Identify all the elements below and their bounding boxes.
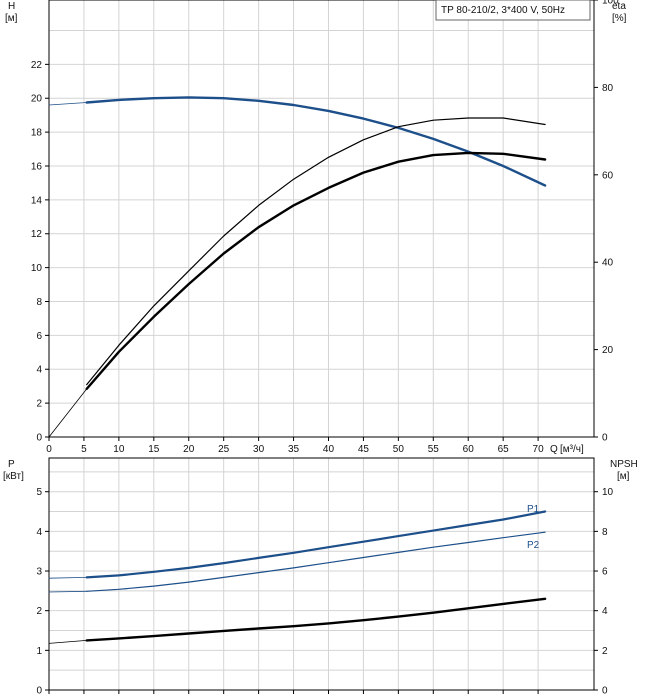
y2-tick-label-p1-2: 40 bbox=[602, 258, 614, 269]
x-tick-label-4: 20 bbox=[183, 444, 195, 455]
y-tick-label-p2-1: 1 bbox=[36, 646, 42, 657]
bottom-panel-series bbox=[48, 510, 547, 644]
y-tick-label-p1-11: 22 bbox=[31, 60, 43, 71]
x-tick-label-0: 0 bbox=[46, 444, 52, 455]
x-tick-label-8: 40 bbox=[323, 444, 335, 455]
y-tick-label-p1-5: 10 bbox=[31, 263, 43, 274]
y-tick-label-p1-9: 18 bbox=[31, 128, 43, 139]
x-tick-label-13: 65 bbox=[498, 444, 510, 455]
series-p2-p-ext-1 bbox=[48, 577, 88, 579]
y2-tick-label-p1-0: 0 bbox=[602, 433, 608, 444]
title-box bbox=[435, 0, 591, 21]
power-axis-unit: [кВт] bbox=[3, 471, 24, 482]
y2-tick-label-p1-3: 60 bbox=[602, 170, 614, 181]
y-tick-label-p1-10: 20 bbox=[31, 94, 43, 105]
y2-tick-label-p2-4: 8 bbox=[602, 527, 608, 538]
x-tick-label-11: 55 bbox=[428, 444, 440, 455]
bottom-panel-grid bbox=[49, 458, 594, 690]
series-p2-p1-0 bbox=[85, 510, 547, 579]
eta-axis-unit: [%] bbox=[612, 13, 627, 24]
series-p1-eta-ext-2 bbox=[48, 388, 88, 438]
series-p2-p-ext-3 bbox=[48, 590, 88, 593]
y-tick-label-p1-8: 16 bbox=[31, 161, 43, 172]
head-axis-unit: [м] bbox=[5, 13, 18, 24]
series-p2-npsh-4 bbox=[85, 597, 547, 642]
x-tick-label-2: 10 bbox=[113, 444, 125, 455]
x-tick-label-7: 35 bbox=[288, 444, 300, 455]
x-tick-label-14: 70 bbox=[533, 444, 545, 455]
y2-tick-label-p2-2: 4 bbox=[602, 606, 608, 617]
x-tick-label-1: 5 bbox=[81, 444, 87, 455]
flow-axis-label: Q bbox=[550, 444, 558, 455]
y2-tick-label-p1-4: 80 bbox=[602, 83, 614, 94]
y-tick-label-p1-7: 14 bbox=[31, 195, 43, 206]
x-tick-label-6: 30 bbox=[253, 444, 265, 455]
top-panel-frame bbox=[48, 0, 595, 438]
x-tick-label-9: 45 bbox=[358, 444, 370, 455]
y-tick-label-p1-6: 12 bbox=[31, 229, 43, 240]
y-tick-label-p2-2: 2 bbox=[36, 606, 42, 617]
x-tick-label-10: 50 bbox=[393, 444, 405, 455]
y2-tick-label-p1-5: 100 bbox=[602, 0, 619, 7]
top-panel-series bbox=[48, 96, 547, 438]
p2-plot-frame bbox=[48, 457, 595, 691]
x-tick-label-3: 15 bbox=[148, 444, 160, 455]
series-p1-eta-thick-4 bbox=[85, 151, 547, 391]
y-tick-label-p1-4: 8 bbox=[36, 297, 42, 308]
y2-tick-label-p2-0: 0 bbox=[602, 686, 608, 697]
series-label-p1: P1 bbox=[527, 504, 540, 515]
npsh-axis-label: NPSH bbox=[610, 459, 638, 470]
p1-plot-frame bbox=[48, 0, 595, 438]
y-tick-label-p1-3: 6 bbox=[36, 331, 42, 342]
power-axis-label: P bbox=[8, 459, 15, 470]
y-tick-label-p1-1: 2 bbox=[36, 399, 42, 410]
y-tick-label-p2-3: 3 bbox=[36, 567, 42, 578]
series-label-p2: P2 bbox=[527, 540, 540, 551]
series-p1-head-1 bbox=[85, 96, 547, 187]
series-p2-npsh-ext-5 bbox=[48, 640, 88, 644]
y-tick-label-p1-2: 4 bbox=[36, 365, 42, 376]
chart-title: TP 80-210/2, 3*400 V, 50Hz bbox=[441, 5, 565, 16]
npsh-axis-unit: [м] bbox=[617, 471, 630, 482]
y-tick-label-p2-5: 5 bbox=[36, 487, 42, 498]
series-p1-eta-thin-3 bbox=[86, 117, 546, 386]
x-tick-label-5: 25 bbox=[218, 444, 230, 455]
series-p2-p2-2 bbox=[86, 531, 546, 592]
x-tick-label-12: 60 bbox=[463, 444, 475, 455]
y-tick-label-p1-0: 0 bbox=[36, 433, 42, 444]
y2-tick-label-p2-3: 6 bbox=[602, 567, 608, 578]
eta-axis-label: eta bbox=[612, 1, 626, 12]
bottom-panel-ticks: 0 1 2 3 4 5 0 2 4 6 8 10 bbox=[36, 487, 613, 696]
y-tick-label-p2-0: 0 bbox=[36, 686, 42, 697]
series-p1-head-ext-0 bbox=[48, 102, 88, 106]
flow-axis-unit: [м³/ч] bbox=[560, 444, 584, 455]
bottom-panel-frame bbox=[48, 457, 595, 691]
y2-tick-label-p2-5: 10 bbox=[602, 487, 614, 498]
y-tick-label-p2-4: 4 bbox=[36, 527, 42, 538]
y2-tick-label-p1-1: 20 bbox=[602, 345, 614, 356]
y2-tick-label-p2-1: 2 bbox=[602, 646, 608, 657]
head-axis-label: H bbox=[8, 1, 15, 12]
top-panel-ticks: 0 2 4 6 8 10 12 14 16 18 20 22 0 20 40 60 80 100 0 5 10 15 20 2… bbox=[31, 0, 619, 455]
